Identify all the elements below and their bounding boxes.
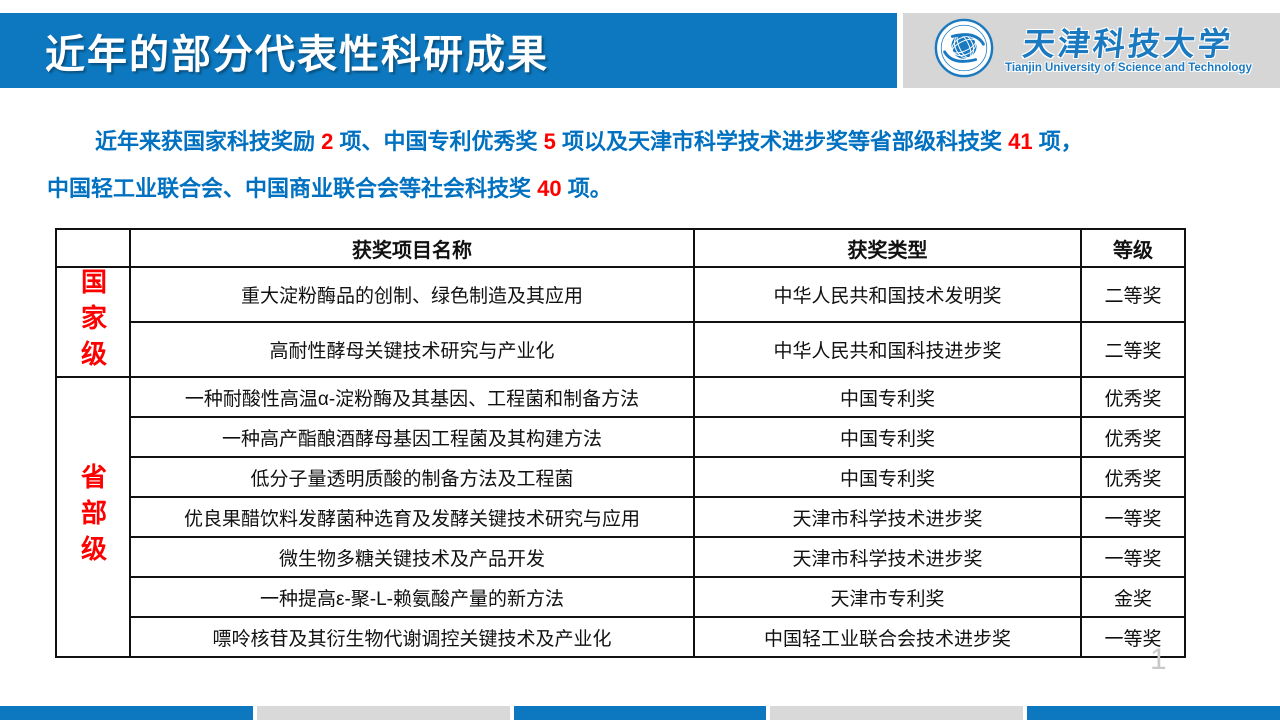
university-name-cn: 天津科技大学 [1021, 25, 1236, 62]
slide-title-bar: 近年的部分代表性科研成果 [0, 13, 897, 88]
cell-grade: 二等奖 [1080, 321, 1186, 378]
highlight-number: 40 [537, 176, 562, 201]
footer-bar-segment [770, 706, 1024, 720]
cell-grade: 一等奖 [1080, 616, 1186, 658]
cell-award-type: 中国专利奖 [693, 416, 1082, 458]
cell-grade: 一等奖 [1080, 496, 1186, 538]
table-row: 高耐性酵母关键技术研究与产业化 中华人民共和国科技进步奖 二等奖 [56, 321, 1186, 378]
header-grade: 等级 [1080, 228, 1186, 268]
university-logo-text: 天津科技大学 Tianjin University of Science and… [1005, 25, 1252, 75]
cell-grade: 优秀奖 [1080, 416, 1186, 458]
table-row: 一种提高ε-聚-L-赖氨酸产量的新方法 天津市专利奖 金奖 [56, 576, 1186, 618]
table-row: 省部级 一种耐酸性高温α-淀粉酶及其基因、工程菌和制备方法 中国专利奖 优秀奖 [55, 376, 1186, 658]
intro-line-2: 中国轻工业联合会、中国商业联合会等社会科技奖 40 项。 [47, 176, 612, 201]
cell-award-type: 天津市科学技术进步奖 [693, 536, 1082, 578]
cell-award-type: 中国轻工业联合会技术进步奖 [693, 616, 1082, 658]
slide-title: 近年的部分代表性科研成果 [45, 31, 549, 77]
cell-project-name: 优良果醋饮料发酵菌种选育及发酵关键技术研究与应用 [129, 496, 695, 538]
header-group [55, 228, 131, 268]
cell-project-name: 高耐性酵母关键技术研究与产业化 [129, 321, 695, 378]
highlight-number: 5 [543, 129, 556, 154]
cell-project-name: 嘌呤核苷及其衍生物代谢调控关键技术及产业化 [129, 616, 695, 658]
cell-grade: 一等奖 [1080, 536, 1186, 578]
cell-grade: 二等奖 [1080, 266, 1186, 323]
cell-project-name: 重大淀粉酶品的创制、绿色制造及其应用 [129, 266, 695, 323]
highlight-number: 2 [321, 129, 334, 154]
cell-award-type: 中国专利奖 [693, 376, 1082, 418]
table-row: 嘌呤核苷及其衍生物代谢调控关键技术及产业化 中国轻工业联合会技术进步奖 一等奖 [56, 616, 1186, 658]
cell-grade: 优秀奖 [1080, 456, 1186, 498]
cell-award-type: 中华人民共和国技术发明奖 [693, 266, 1082, 323]
group-label-provincial: 省部级 [55, 376, 131, 658]
group-label-national: 国家级 [55, 266, 131, 378]
university-emblem-icon [933, 17, 995, 84]
cell-award-type: 中华人民共和国科技进步奖 [693, 321, 1082, 378]
university-logo-panel: 天津科技大学 Tianjin University of Science and… [903, 13, 1280, 88]
table-row: 一种高产酯酿酒酵母基因工程菌及其构建方法 中国专利奖 优秀奖 [56, 416, 1186, 458]
table-row: 优良果醋饮料发酵菌种选育及发酵关键技术研究与应用 天津市科学技术进步奖 一等奖 [56, 496, 1186, 538]
cell-project-name: 微生物多糖关键技术及产品开发 [129, 536, 695, 578]
cell-grade: 金奖 [1080, 576, 1186, 618]
awards-table: 获奖项目名称 获奖类型 等级 国家级 重大淀粉酶品的创制、绿色制造及其应用 中华… [55, 228, 1186, 658]
cell-award-type: 中国专利奖 [693, 456, 1082, 498]
table-row: 低分子量透明质酸的制备方法及工程菌 中国专利奖 优秀奖 [56, 456, 1186, 498]
cell-project-name: 低分子量透明质酸的制备方法及工程菌 [129, 456, 695, 498]
footer-decoration-bars [0, 706, 1280, 720]
footer-bar-segment [256, 706, 510, 720]
university-name-en: Tianjin University of Science and Techno… [1005, 61, 1252, 74]
footer-bar-segment [1027, 706, 1280, 720]
footer-bar-segment [0, 706, 253, 720]
table-row: 微生物多糖关键技术及产品开发 天津市科学技术进步奖 一等奖 [56, 536, 1186, 578]
header-award-type: 获奖类型 [693, 228, 1082, 268]
cell-project-name: 一种提高ε-聚-L-赖氨酸产量的新方法 [129, 576, 695, 618]
cell-award-type: 天津市专利奖 [693, 576, 1082, 618]
cell-project-name: 一种高产酯酿酒酵母基因工程菌及其构建方法 [129, 416, 695, 458]
table-header-row: 获奖项目名称 获奖类型 等级 [55, 228, 1186, 268]
cell-award-type: 天津市科学技术进步奖 [693, 496, 1082, 538]
cell-grade: 优秀奖 [1080, 376, 1186, 418]
table-row: 国家级 重大淀粉酶品的创制、绿色制造及其应用 中华人民共和国技术发明奖 二等奖 [55, 266, 1186, 378]
page-number: 1 [1150, 643, 1167, 676]
highlight-number: 41 [1008, 129, 1033, 154]
intro-paragraph: 近年来获国家科技奖励 2 项、中国专利优秀奖 5 项以及天津市科学技术进步奖等省… [47, 118, 1237, 212]
cell-project-name: 一种耐酸性高温α-淀粉酶及其基因、工程菌和制备方法 [129, 376, 695, 418]
footer-bar-segment [513, 706, 767, 720]
intro-line-1: 近年来获国家科技奖励 2 项、中国专利优秀奖 5 项以及天津市科学技术进步奖等省… [95, 129, 1083, 154]
header-project-name: 获奖项目名称 [129, 228, 695, 268]
